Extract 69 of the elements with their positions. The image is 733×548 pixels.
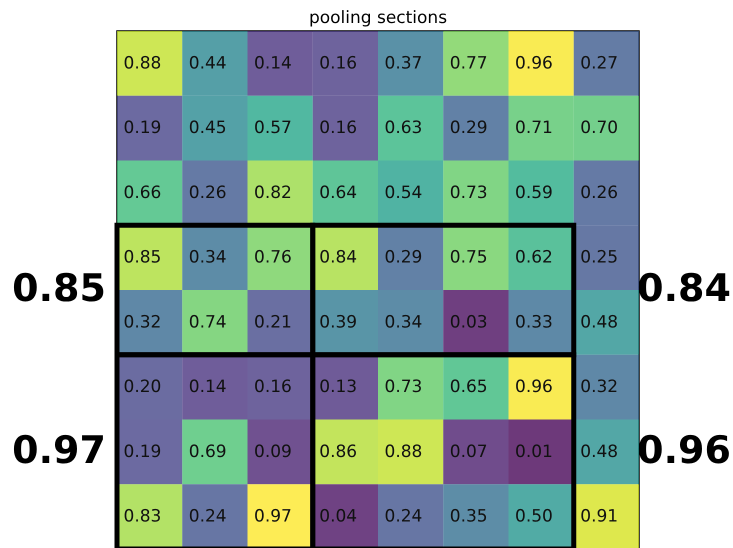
data-label: 0.19 — [124, 118, 162, 138]
data-label: 0.21 — [254, 312, 292, 332]
data-label: 0.73 — [384, 377, 422, 398]
data-label: 0.50 — [515, 506, 553, 527]
data-label: 0.54 — [384, 182, 422, 203]
data-label: 0.34 — [188, 248, 227, 268]
data-label: 0.14 — [254, 53, 292, 74]
data-label: 0.48 — [580, 442, 618, 462]
data-label: 0.63 — [384, 118, 422, 138]
data-label: 0.59 — [515, 182, 553, 203]
data-label: 0.39 — [319, 312, 358, 332]
text: 0.85 — [12, 266, 106, 310]
data-label: 0.27 — [580, 53, 618, 74]
data-label: 0.04 — [319, 506, 358, 527]
data-label: 0.44 — [188, 53, 227, 74]
data-label: 0.76 — [254, 248, 292, 268]
chart-title: pooling sections — [308, 8, 448, 28]
data-label: 0.70 — [580, 118, 618, 138]
data-label: 0.74 — [188, 312, 227, 332]
data-label: 0.96 — [515, 377, 553, 398]
data-label: 0.91 — [580, 506, 618, 527]
data-label: 0.13 — [319, 377, 358, 398]
data-label: 0.88 — [384, 442, 422, 462]
data-label: 0.37 — [384, 53, 422, 74]
data-label: 0.85 — [124, 248, 162, 268]
data-label: 0.48 — [580, 312, 618, 332]
data-label: 0.77 — [450, 53, 488, 74]
data-label: 0.82 — [254, 182, 292, 203]
data-label: 0.16 — [319, 118, 358, 138]
data-label: 0.29 — [384, 248, 422, 268]
data-label: 0.24 — [384, 506, 422, 527]
data-label: 0.09 — [254, 442, 292, 462]
data-label: 0.16 — [319, 53, 358, 74]
data-label: 0.66 — [124, 182, 162, 203]
annotation: 0.96 — [637, 428, 731, 472]
data-label: 0.75 — [450, 248, 488, 268]
data-label: 0.01 — [515, 442, 553, 462]
data-label: 0.26 — [188, 182, 227, 203]
data-label: 0.96 — [515, 53, 553, 74]
data-label: 0.62 — [515, 248, 553, 268]
data-label: 0.88 — [124, 53, 162, 74]
data-label: 0.69 — [188, 442, 227, 462]
data-label: 0.83 — [124, 506, 162, 527]
data-label: 0.32 — [580, 377, 618, 398]
data-label: 0.97 — [254, 506, 292, 527]
data-label: 0.45 — [188, 118, 227, 138]
data-label: 0.65 — [450, 377, 488, 398]
data-label: 0.64 — [319, 182, 358, 203]
data-label: 0.24 — [188, 506, 227, 527]
data-label: 0.19 — [124, 442, 162, 462]
data-label: 0.33 — [515, 312, 553, 332]
data-label: 0.14 — [188, 377, 227, 398]
data-label: 0.84 — [319, 248, 358, 268]
text: 0.97 — [12, 428, 106, 472]
annotation: 0.84 — [637, 266, 731, 310]
data-label: 0.57 — [254, 118, 292, 138]
data-label: 0.25 — [580, 248, 618, 268]
data-label: 0.20 — [124, 377, 162, 398]
data-label: 0.29 — [450, 118, 488, 138]
data-label: 0.26 — [580, 182, 618, 203]
data-label: 0.07 — [450, 442, 488, 462]
data-label: 0.35 — [450, 506, 488, 527]
data-label: 0.03 — [450, 312, 488, 332]
data-label: 0.73 — [450, 182, 488, 203]
data-label: 0.86 — [319, 442, 358, 462]
data-label: 0.32 — [124, 312, 162, 332]
data-label: 0.16 — [254, 377, 292, 398]
data-label: 0.71 — [515, 118, 553, 138]
data-label: 0.34 — [384, 312, 422, 332]
